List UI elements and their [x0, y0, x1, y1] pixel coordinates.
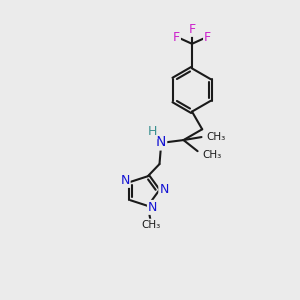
- Text: N: N: [156, 136, 166, 149]
- Text: N: N: [148, 201, 157, 214]
- Text: F: F: [188, 23, 196, 36]
- Text: CH₃: CH₃: [141, 220, 160, 230]
- Text: N: N: [120, 174, 130, 187]
- Text: F: F: [204, 31, 211, 44]
- Text: CH₃: CH₃: [207, 132, 226, 142]
- Text: H: H: [147, 125, 157, 139]
- Text: CH₃: CH₃: [202, 150, 221, 160]
- Text: F: F: [173, 31, 180, 44]
- Text: N: N: [159, 183, 169, 196]
